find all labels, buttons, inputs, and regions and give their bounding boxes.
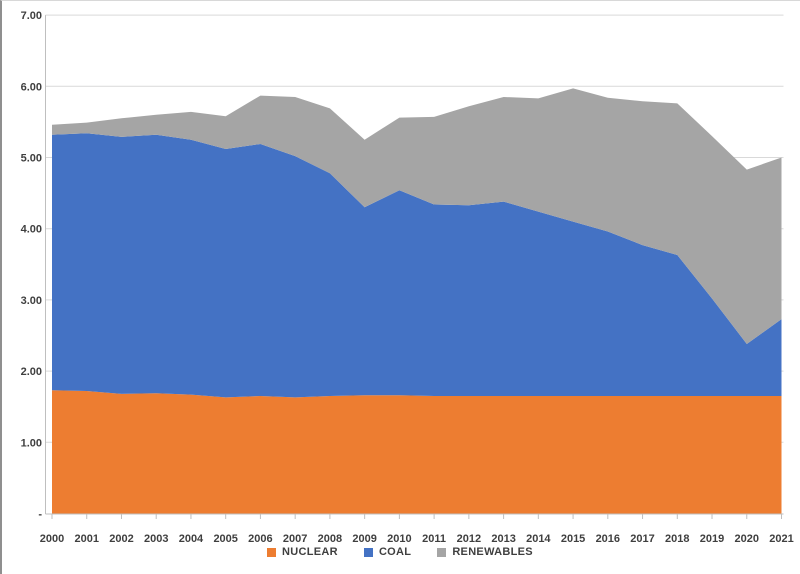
y-axis-label: 6.00 — [21, 81, 42, 93]
y-axis-label: 1.00 — [21, 437, 42, 449]
y-axis-label: 3.00 — [21, 295, 42, 307]
legend-label-coal: COAL — [378, 546, 412, 558]
x-axis-label: 2000 — [40, 533, 64, 545]
x-axis-label: 2020 — [735, 533, 759, 545]
y-axis-label: 7.00 — [21, 10, 42, 22]
area-renewables — [52, 88, 782, 345]
y-axis-label: 4.00 — [21, 224, 42, 236]
x-axis-label: 2007 — [283, 533, 307, 545]
chart-legend: NUCLEAR COAL RENEWABLES — [2, 546, 798, 558]
y-axis-label: 2.00 — [21, 366, 42, 378]
y-axis-labels: - 1.00 2.00 3.00 4.00 5.00 6.00 7.00 — [21, 10, 43, 520]
y-axis-label: - — [38, 509, 42, 521]
x-axis-label: 2021 — [769, 533, 793, 545]
x-axis-label: 2003 — [144, 533, 168, 545]
axes-group — [45, 15, 784, 519]
x-axis-label: 2015 — [561, 533, 585, 545]
x-axis-label: 2013 — [491, 533, 515, 545]
x-axis-label: 2006 — [248, 533, 272, 545]
x-axis-label: 2014 — [526, 533, 551, 545]
y-axis-label: 5.00 — [21, 153, 42, 165]
legend-item-nuclear: NUCLEAR — [267, 546, 338, 558]
x-axis-label: 2018 — [665, 533, 689, 545]
x-axis-label: 2012 — [457, 533, 481, 545]
x-axis-label: 2011 — [422, 533, 446, 545]
legend-swatch-renewables-icon — [437, 547, 447, 557]
legend-label-nuclear: NUCLEAR — [282, 546, 338, 558]
area-coal — [52, 133, 782, 398]
legend-label-renewables: RENEWABLES — [452, 546, 533, 558]
area-nuclear — [52, 390, 782, 514]
x-axis-label: 2010 — [387, 533, 411, 545]
area-series-group — [52, 88, 782, 514]
x-axis-label: 2009 — [352, 533, 376, 545]
x-axis-label: 2019 — [700, 533, 724, 545]
legend-swatch-coal-icon — [363, 547, 373, 557]
legend-swatch-nuclear-icon — [267, 547, 277, 557]
legend-item-renewables: RENEWABLES — [437, 546, 533, 558]
x-axis-label: 2002 — [109, 533, 133, 545]
x-axis-label: 2004 — [179, 533, 204, 545]
x-axis-labels: 2000 2001 2002 2003 2004 2005 2006 2007 2008 2009… — [40, 533, 794, 545]
x-axis-label: 2008 — [318, 533, 342, 545]
x-axis-label: 2016 — [596, 533, 620, 545]
legend-item-coal: COAL — [363, 546, 412, 558]
x-axis-label: 2017 — [630, 533, 654, 545]
x-axis-label: 2005 — [213, 533, 237, 545]
x-axis-label: 2001 — [74, 533, 98, 545]
